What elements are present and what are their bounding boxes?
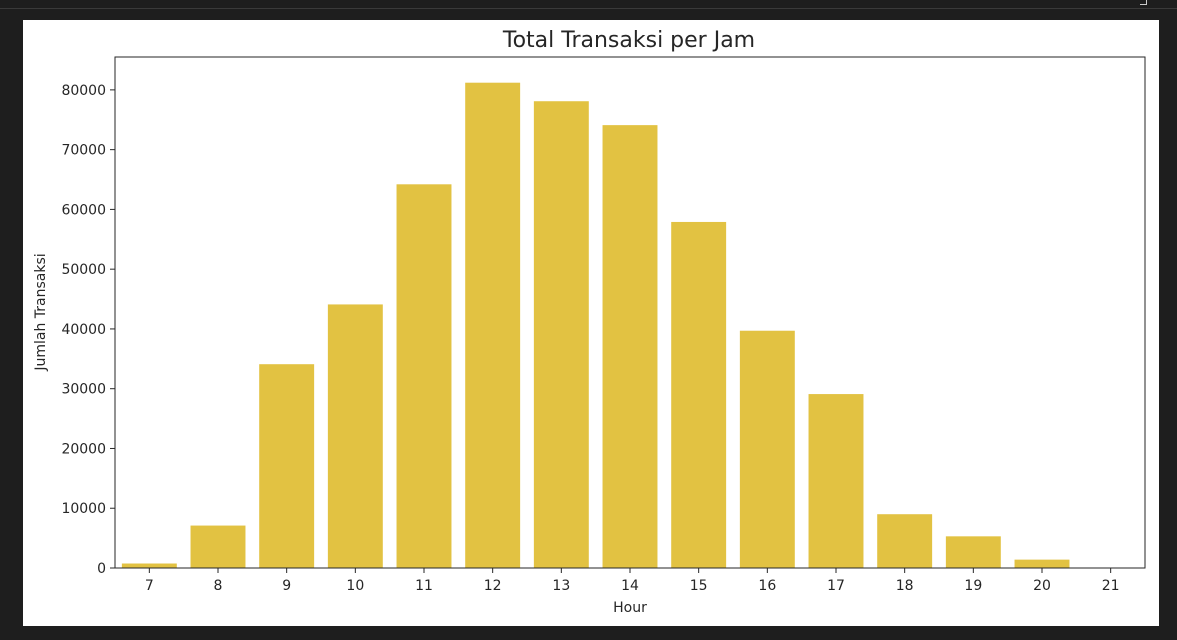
bar-13	[533, 101, 589, 568]
bar-17	[808, 394, 864, 568]
x-tick-label: 7	[145, 578, 154, 594]
chart-title: Total Transaksi per Jam	[502, 28, 755, 53]
x-tick-label: 16	[758, 578, 776, 594]
y-tick-label: 10000	[61, 501, 106, 517]
bar-20	[1014, 559, 1070, 568]
x-tick-label: 12	[484, 578, 502, 594]
bar-8	[190, 525, 246, 568]
bar-14	[602, 125, 658, 568]
x-tick-label: 10	[346, 578, 364, 594]
y-tick-label: 70000	[61, 143, 106, 159]
chart-figure: Total Transaksi per Jam 0 10000 20000 30000…	[23, 20, 1159, 626]
y-tick-label: 40000	[61, 322, 106, 338]
x-axis: 7 8 9 10 11 12 13 14 15 16 17 18 19 20 21	[145, 568, 1120, 594]
bar-9	[259, 364, 315, 568]
x-tick-label: 18	[896, 578, 914, 594]
chevron-icon[interactable]	[1140, 0, 1147, 5]
bars-group	[121, 82, 1139, 569]
x-tick-label: 9	[282, 578, 291, 594]
x-tick-label: 11	[415, 578, 433, 594]
bar-7	[121, 563, 177, 568]
x-axis-label: Hour	[613, 600, 647, 616]
x-tick-label: 14	[621, 578, 639, 594]
y-tick-label: 0	[97, 561, 106, 577]
y-tick-label: 30000	[61, 382, 106, 398]
y-tick-label: 50000	[61, 262, 106, 278]
y-tick-label: 80000	[61, 83, 106, 99]
bar-15	[671, 221, 727, 568]
bar-11	[396, 184, 452, 568]
bar-10	[327, 304, 383, 568]
bar-16	[739, 330, 795, 568]
bar-19	[945, 536, 1001, 568]
y-tick-label: 60000	[61, 202, 106, 218]
x-tick-label: 20	[1033, 578, 1051, 594]
bar-18	[877, 514, 933, 568]
chart-svg: Total Transaksi per Jam 0 10000 20000 30000…	[33, 28, 1146, 616]
x-tick-label: 19	[964, 578, 982, 594]
y-axis-label: Jumlah Transaksi	[33, 253, 49, 371]
bar-12	[465, 82, 521, 569]
y-axis: 0 10000 20000 30000 40000 50000 60000 70000 8000…	[61, 83, 115, 577]
plot-frame	[114, 56, 1146, 569]
x-tick-label: 21	[1102, 578, 1120, 594]
window-top-bar	[0, 0, 1177, 9]
x-tick-label: 15	[690, 578, 708, 594]
x-tick-label: 8	[214, 578, 223, 594]
x-tick-label: 17	[827, 578, 845, 594]
y-tick-label: 20000	[61, 441, 106, 457]
x-tick-label: 13	[552, 578, 570, 594]
